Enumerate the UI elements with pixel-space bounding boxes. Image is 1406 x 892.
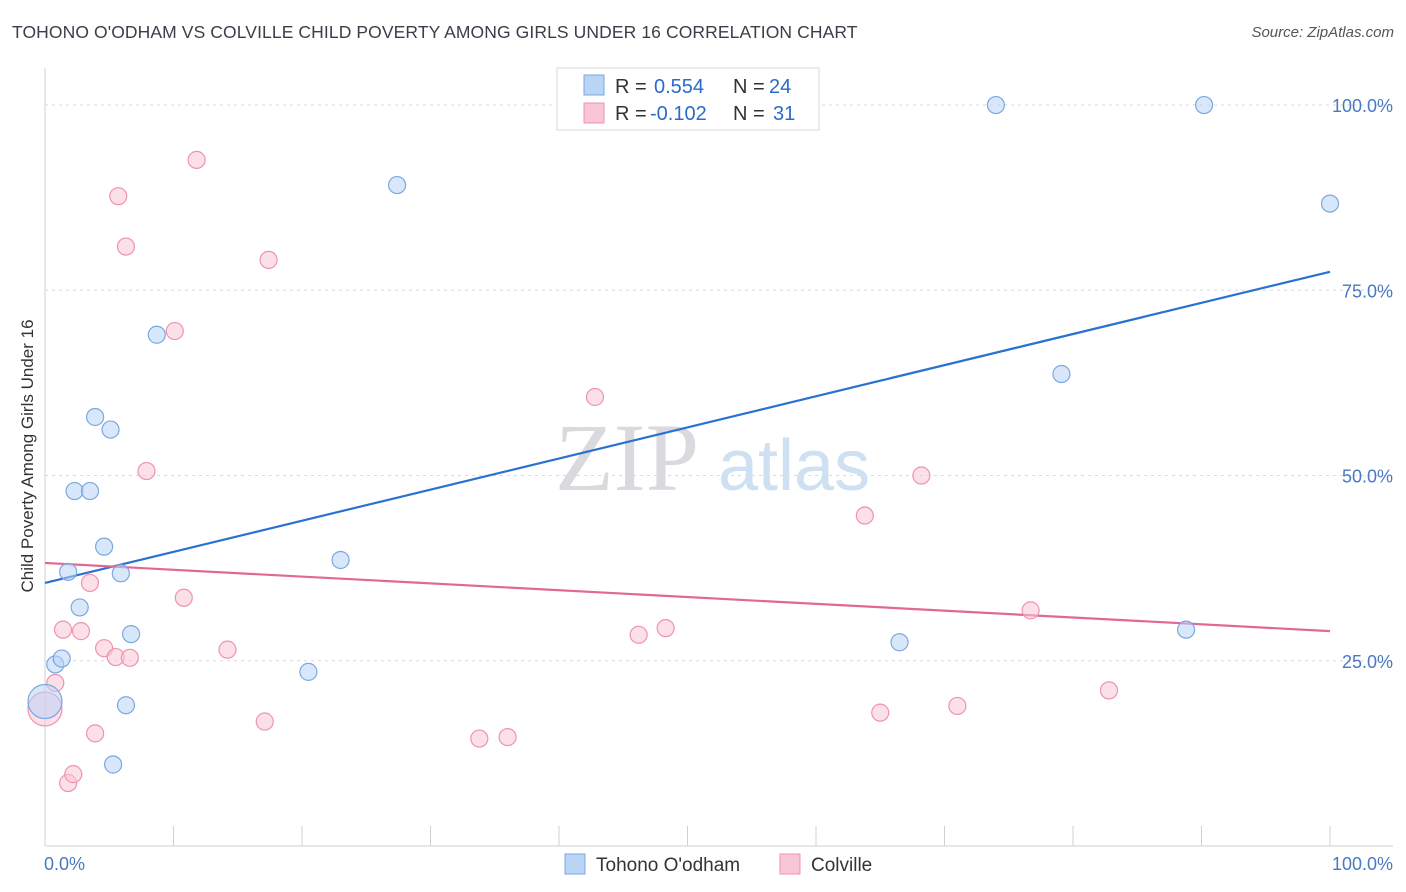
colville-point <box>1099 681 1119 700</box>
tohono-point <box>1320 194 1340 213</box>
colville-point <box>1021 601 1040 620</box>
watermark: ZIP atlas <box>555 404 870 511</box>
colville-point <box>855 506 874 525</box>
tohono-point <box>65 481 84 501</box>
stats-legend-n-label: N = <box>733 103 765 125</box>
x-tick-label: 0.0% <box>44 854 85 874</box>
stats-legend-swatch-blue <box>583 74 605 96</box>
tick-labels: 25.0% 50.0% 75.0% 100.0% 0.0% 100.0% <box>44 96 1393 874</box>
colville-point <box>109 187 128 206</box>
colville-point <box>498 727 517 747</box>
tohono-point <box>147 325 166 344</box>
colville-point <box>80 573 100 593</box>
colville-trend-line <box>44 561 1331 633</box>
colville-point <box>656 619 675 638</box>
stats-legend-swatch-pink <box>583 102 605 124</box>
tohono-point <box>331 550 350 570</box>
tohono-point <box>86 407 105 427</box>
tohono-point <box>1052 364 1071 384</box>
colville-point <box>871 703 890 722</box>
tohono-point <box>27 683 63 720</box>
tohono-point <box>101 420 120 439</box>
data-points <box>27 95 1340 793</box>
colville-point <box>116 237 136 256</box>
y-tick-label: 25.0% <box>1342 652 1393 672</box>
series-legend-label-tohono: Tohono O'odham <box>596 855 740 876</box>
colville-point <box>71 622 91 641</box>
y-tick-label: 75.0% <box>1342 281 1393 301</box>
watermark-zip: ZIP <box>555 404 699 511</box>
tohono-point <box>121 624 141 644</box>
colville-point <box>120 648 139 667</box>
colville-point <box>259 250 278 270</box>
colville-point <box>629 625 648 644</box>
stats-legend-r-value: 0.554 <box>654 76 704 98</box>
colville-point <box>948 696 967 716</box>
colville-point <box>255 712 274 731</box>
colville-point <box>585 387 605 407</box>
colville-point <box>218 640 237 659</box>
trend-lines <box>44 270 1331 633</box>
tohono-point <box>299 662 318 681</box>
stats-legend: R = 0.554 N = 24 R = -0.102 N = 31 <box>556 67 820 131</box>
source-credit: Source: ZipAtlas.com <box>1251 24 1394 41</box>
stats-legend-r-value: -0.102 <box>650 103 707 125</box>
x-tick-label: 100.0% <box>1332 854 1393 874</box>
tohono-point <box>986 95 1006 115</box>
stats-legend-n-value: 24 <box>769 76 791 98</box>
chart-title: TOHONO O'ODHAM VS COLVILLE CHILD POVERTY… <box>12 22 858 42</box>
stats-legend-n-value: 31 <box>773 103 795 125</box>
tohono-point <box>70 598 89 617</box>
colville-point <box>137 461 156 481</box>
colville-point <box>187 150 206 169</box>
tohono-point <box>80 481 100 501</box>
watermark-atlas: atlas <box>718 426 870 506</box>
series-legend: Tohono O'odham Colville <box>564 853 872 876</box>
stats-legend-n-label: N = <box>733 76 765 98</box>
colville-point <box>174 588 193 607</box>
tohono-point <box>111 564 130 583</box>
colville-point <box>165 321 184 341</box>
stats-legend-r-label: R = <box>615 103 647 125</box>
y-tick-label: 50.0% <box>1342 467 1393 487</box>
tohono-trend-line <box>44 270 1331 585</box>
tohono-point <box>387 175 407 195</box>
colville-point <box>64 765 83 784</box>
tohono-point <box>116 696 136 715</box>
series-legend-swatch-colville <box>779 853 801 875</box>
colville-point <box>86 724 105 743</box>
colville-point <box>53 620 73 639</box>
grid-lines <box>45 104 1393 662</box>
colville-point <box>912 466 931 485</box>
colville-point <box>470 729 489 748</box>
y-tick-label: 100.0% <box>1332 96 1393 116</box>
stats-legend-r-label: R = <box>615 76 647 98</box>
tohono-point <box>1194 95 1214 115</box>
tohono-point <box>890 633 909 652</box>
tohono-point <box>95 537 114 556</box>
series-legend-swatch-tohono <box>564 853 586 875</box>
tohono-point <box>1176 620 1196 639</box>
series-legend-label-colville: Colville <box>811 855 872 876</box>
tohono-point <box>52 649 71 668</box>
tohono-point <box>104 755 123 774</box>
y-axis-label: Child Poverty Among Girls Under 16 <box>18 319 37 592</box>
tohono-point <box>59 562 78 581</box>
